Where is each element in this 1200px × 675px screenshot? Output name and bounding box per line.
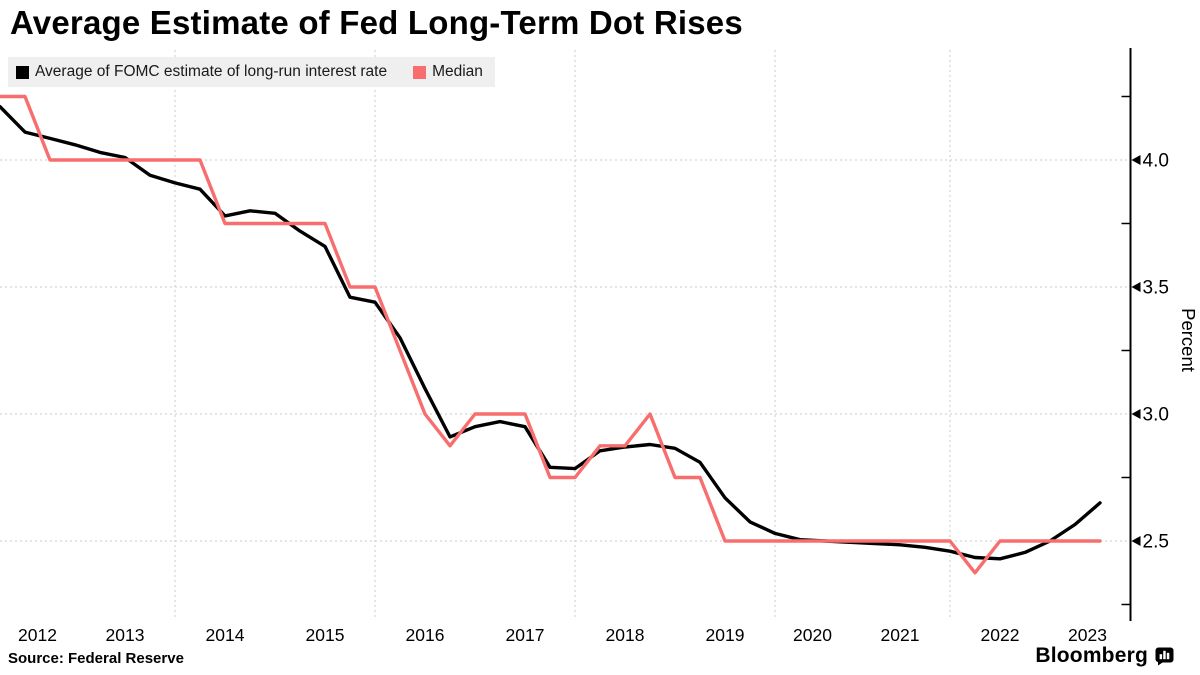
- source-note: Source: Federal Reserve: [8, 650, 184, 667]
- x-axis-year-label: 2014: [206, 625, 245, 645]
- axis-labels: 4.0 3.5 3.0 2.5 2012 2013 2014 2015 2016 2017 2018…: [18, 151, 1199, 646]
- y-major-tick-arrow: [1131, 282, 1141, 292]
- median-series-line: [0, 94, 1102, 575]
- x-axis-year-label: 2020: [793, 625, 832, 645]
- chart-title: Average Estimate of Fed Long-Term Dot Ri…: [10, 4, 743, 41]
- legend-item-average: Average of FOMC estimate of long-run int…: [16, 63, 387, 81]
- y-major-tick-arrow: [1131, 155, 1141, 165]
- x-axis-year-label: 2012: [18, 625, 57, 645]
- x-axis-year-label: 2015: [306, 625, 345, 645]
- y-tick-label: 2.5: [1143, 532, 1169, 553]
- x-axis-year-label: 2023: [1068, 625, 1107, 645]
- y-major-tick-arrow: [1131, 536, 1141, 546]
- legend-label-average: Average of FOMC estimate of long-run int…: [35, 63, 388, 80]
- x-axis-year-label: 2017: [506, 625, 545, 645]
- y-axis-title: Percent: [1178, 308, 1199, 372]
- x-axis-year-label: 2021: [881, 625, 920, 645]
- bloomberg-logo: Bloomberg: [1035, 644, 1174, 668]
- legend-label-median: Median: [432, 63, 483, 80]
- x-axis-year-label: 2013: [106, 625, 145, 645]
- x-axis-year-label: 2019: [706, 625, 745, 645]
- y-tick-label: 3.0: [1143, 405, 1169, 426]
- y-tick-label: 4.0: [1143, 151, 1169, 172]
- median-series-swatch: [413, 65, 427, 79]
- average-series-swatch: [16, 65, 29, 79]
- x-axis-year-label: 2018: [606, 625, 645, 645]
- x-axis-year-label: 2022: [981, 625, 1020, 645]
- y-tick-label: 3.5: [1143, 278, 1169, 299]
- y-major-tick-arrow: [1131, 409, 1141, 419]
- horizontal-gridlines: [0, 159, 1130, 542]
- series-lines: [0, 94, 1102, 575]
- legend-item-median: Median: [413, 63, 483, 81]
- vertical-gridlines: [174, 50, 951, 618]
- y-axis: [1121, 48, 1141, 621]
- average-series-line: [0, 104, 1102, 561]
- chart-legend: Average of FOMC estimate of long-run int…: [8, 57, 495, 87]
- x-axis-year-label: 2016: [406, 625, 445, 645]
- bloomberg-wordmark: Bloomberg: [1035, 644, 1148, 667]
- bloomberg-chart-icon: [1155, 647, 1174, 665]
